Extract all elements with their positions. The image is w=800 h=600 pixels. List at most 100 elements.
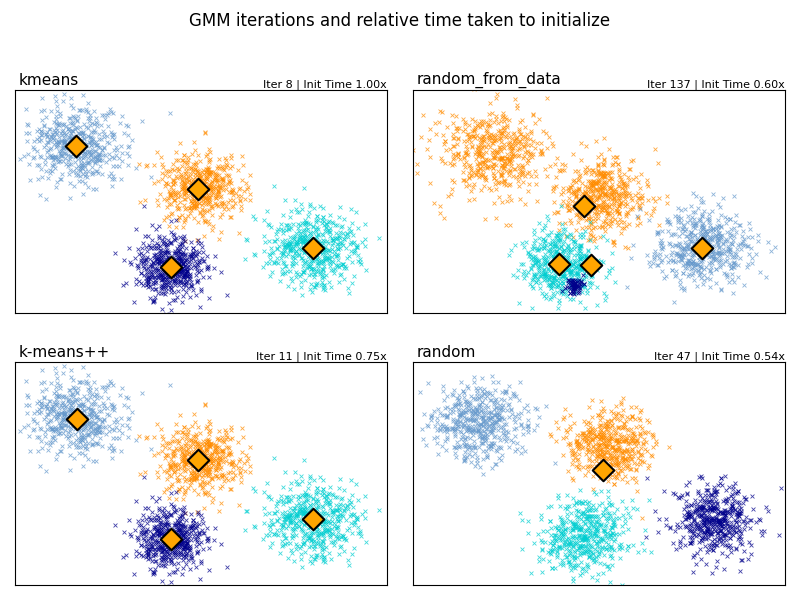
Point [518, 266, 531, 276]
Point [180, 259, 193, 269]
Point [597, 434, 610, 443]
Point [574, 530, 586, 540]
Point [698, 232, 711, 242]
Point [191, 547, 204, 556]
Point [614, 554, 626, 563]
Point [686, 567, 699, 577]
Point [540, 257, 553, 266]
Point [762, 506, 774, 516]
Point [183, 185, 196, 195]
Point [166, 259, 179, 269]
Point [177, 259, 190, 268]
Point [715, 539, 728, 549]
Point [531, 274, 544, 283]
Point [487, 410, 500, 420]
Point [430, 439, 443, 448]
Point [64, 426, 77, 436]
Point [258, 518, 270, 528]
Point [707, 224, 720, 234]
Point [474, 390, 487, 400]
Point [590, 446, 603, 455]
Point [714, 284, 727, 293]
Point [646, 429, 658, 439]
Point [304, 500, 317, 510]
Point [607, 545, 620, 554]
Point [36, 127, 49, 137]
Point [194, 157, 206, 166]
Point [585, 446, 598, 455]
Point [316, 537, 329, 547]
Point [424, 413, 437, 422]
Point [514, 136, 526, 146]
Point [290, 236, 302, 245]
Point [566, 284, 579, 294]
Point [598, 447, 611, 457]
Point [178, 253, 190, 263]
Point [178, 422, 190, 431]
Point [506, 389, 519, 398]
Point [322, 245, 334, 255]
Point [302, 518, 314, 527]
Point [547, 142, 560, 151]
Point [297, 236, 310, 245]
Point [554, 234, 566, 244]
Point [678, 204, 691, 214]
Point [458, 152, 470, 162]
Point [98, 150, 111, 160]
Point [71, 415, 84, 424]
Point [110, 418, 123, 427]
Point [718, 564, 731, 574]
Point [702, 513, 715, 523]
Point [448, 151, 461, 160]
Point [446, 184, 458, 194]
Point [609, 521, 622, 531]
Point [144, 539, 157, 548]
Point [310, 227, 322, 236]
Point [446, 141, 459, 151]
Point [720, 535, 733, 545]
Point [539, 259, 552, 268]
Point [606, 408, 619, 418]
Point [189, 145, 202, 155]
Point [194, 187, 207, 197]
Point [290, 250, 302, 259]
Point [215, 201, 228, 211]
Point [441, 434, 454, 444]
Point [705, 490, 718, 500]
Point [467, 131, 480, 141]
Point [617, 179, 630, 189]
Point [180, 159, 193, 169]
Point [174, 233, 186, 242]
Point [196, 190, 209, 200]
Point [62, 385, 75, 394]
Point [526, 252, 539, 262]
Point [285, 223, 298, 233]
Point [590, 208, 603, 217]
Point [692, 265, 705, 275]
Point [550, 247, 562, 256]
Point [710, 513, 722, 523]
Point [595, 205, 608, 215]
Point [554, 535, 566, 545]
Point [311, 502, 324, 512]
Point [290, 522, 302, 532]
Point [70, 163, 82, 173]
Point [102, 154, 115, 164]
Point [336, 493, 349, 502]
Point [687, 514, 700, 524]
Point [180, 442, 193, 451]
Point [438, 213, 450, 223]
Point [587, 487, 600, 497]
Point [546, 288, 559, 298]
Point [309, 496, 322, 505]
Point [467, 440, 480, 450]
Point [565, 267, 578, 277]
Point [566, 518, 578, 527]
Point [192, 198, 205, 208]
Point [559, 265, 572, 274]
Point [164, 190, 177, 200]
Point [158, 536, 171, 546]
Point [282, 224, 295, 234]
Point [495, 128, 508, 137]
Point [537, 234, 550, 244]
